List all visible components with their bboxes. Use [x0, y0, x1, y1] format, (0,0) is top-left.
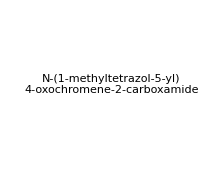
Text: N-(1-methyltetrazol-5-yl)
4-oxochromene-2-carboxamide: N-(1-methyltetrazol-5-yl) 4-oxochromene-…	[24, 74, 199, 95]
